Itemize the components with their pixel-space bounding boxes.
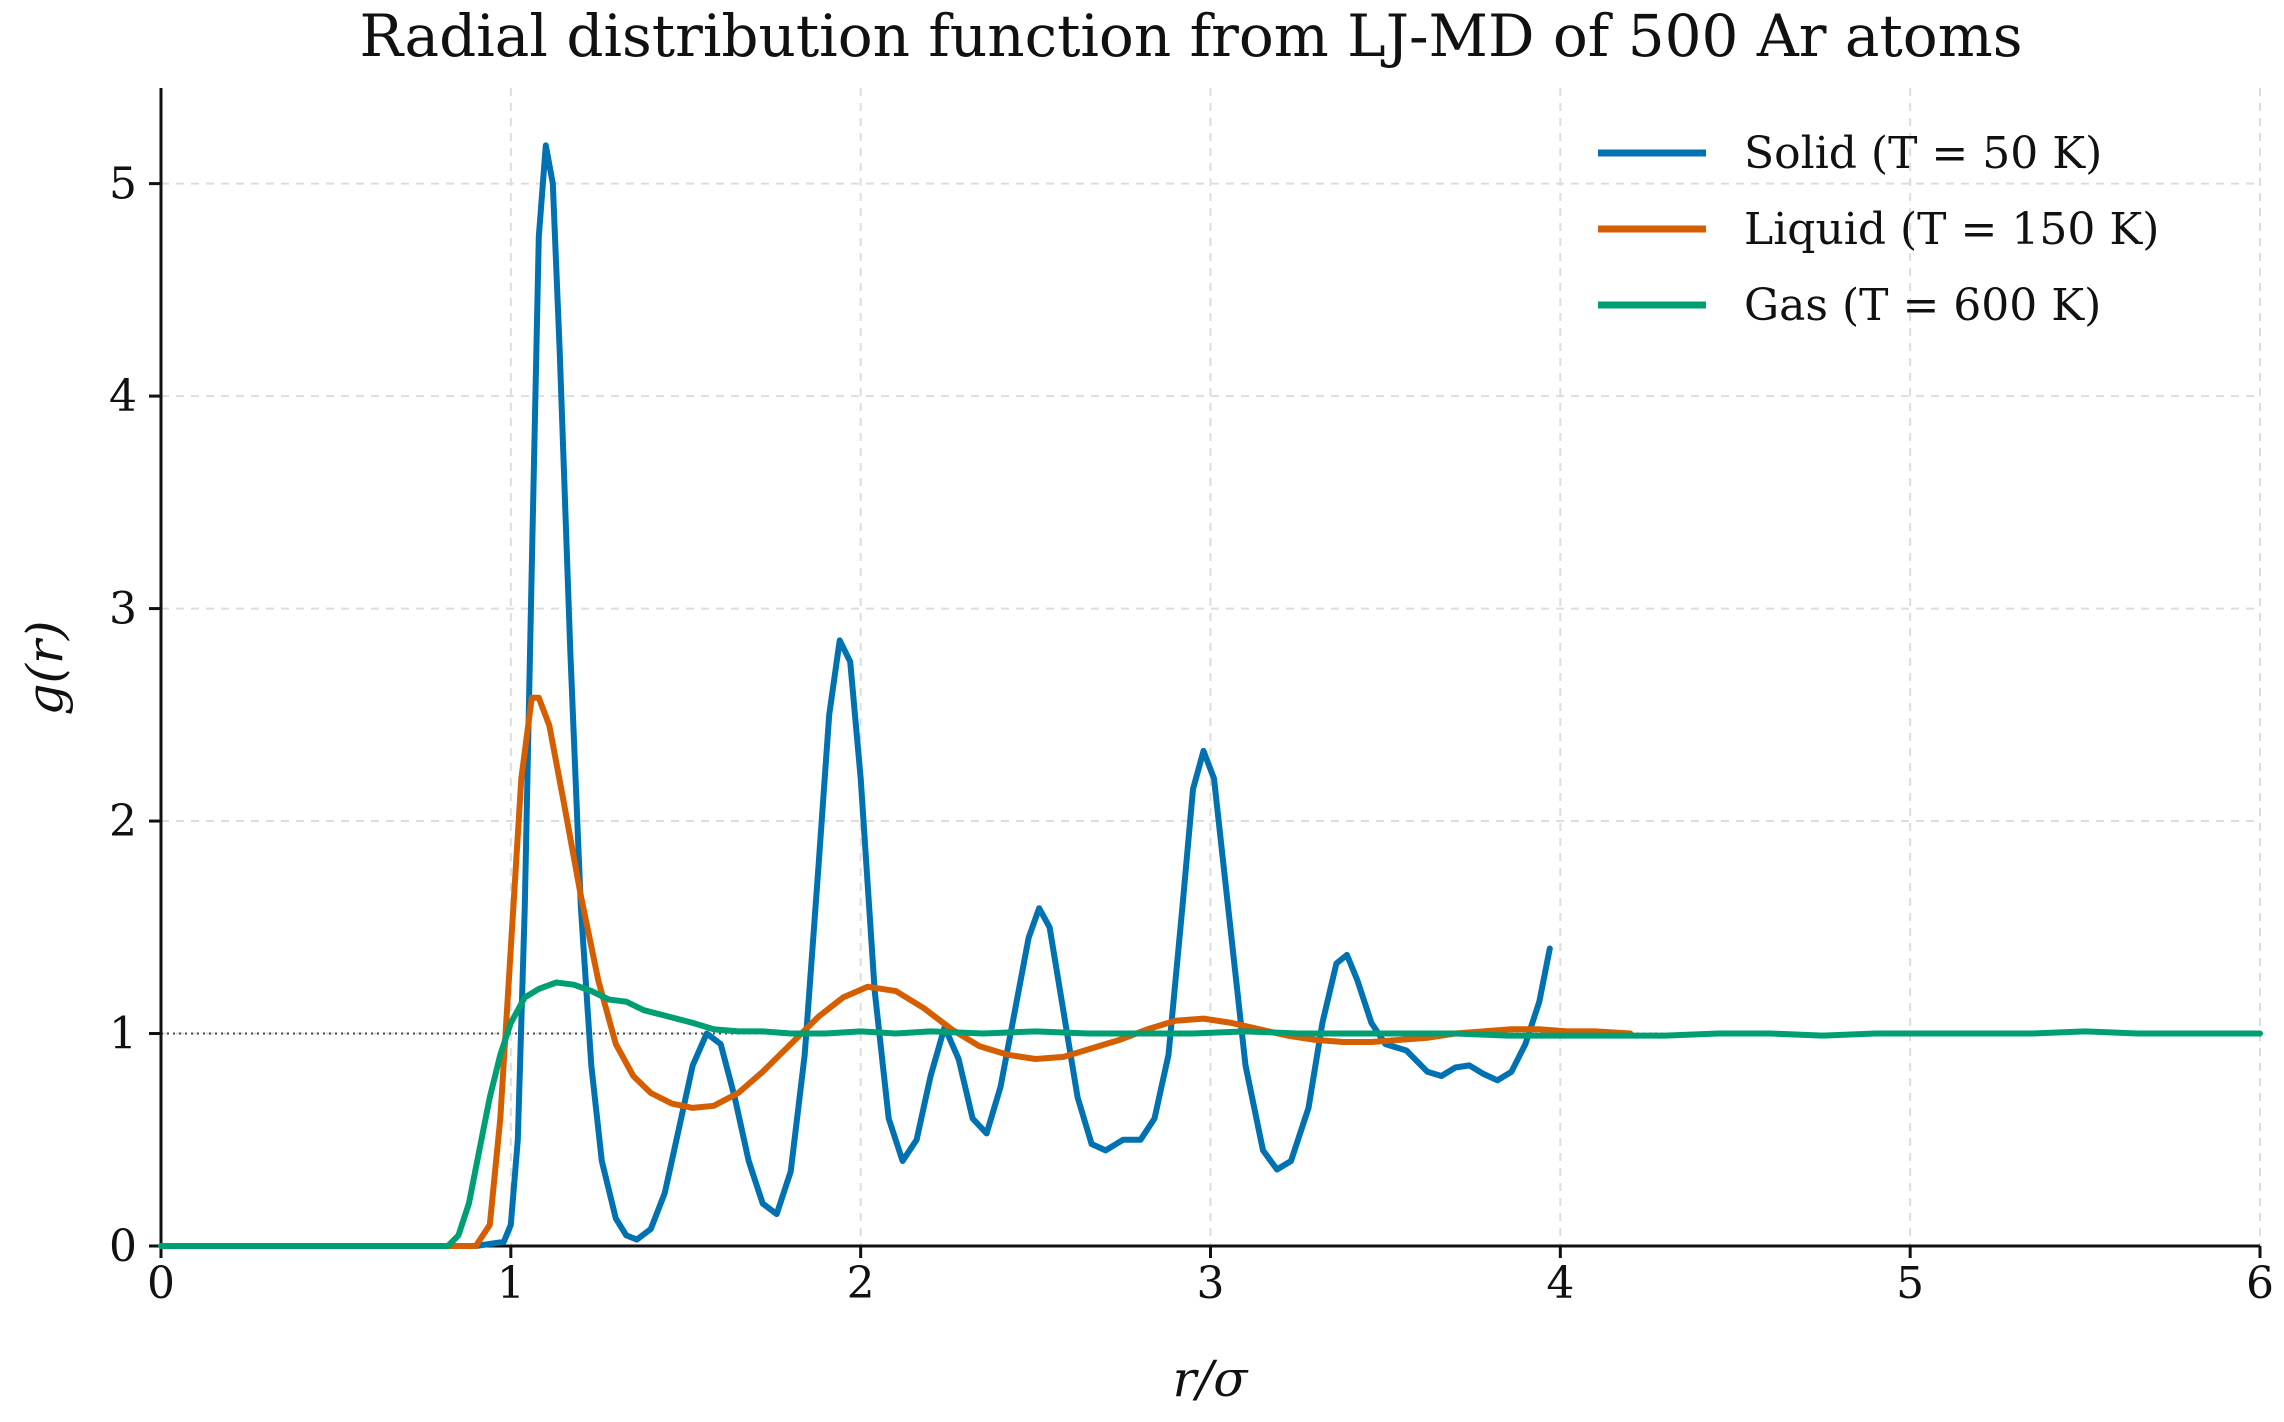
x-tick-label: 2 [847,1258,875,1309]
x-tick-label: 0 [147,1258,175,1309]
x-tick-label: 4 [1546,1258,1574,1309]
x-axis-label: r/σ [1173,1350,1250,1408]
x-tick-label: 5 [1896,1258,1924,1309]
x-tick-label: 3 [1197,1258,1225,1309]
x-tick-label: 1 [497,1258,525,1309]
series-line-solid [158,142,1553,1249]
x-ticks: 0 1 2 3 4 5 6 [147,1246,2274,1309]
legend: Solid (T = 50 K) Liquid (T = 150 K) Gas (T… [1598,128,2159,331]
y-tick-label: 0 [109,1221,137,1272]
x-tick-label: 6 [2246,1258,2274,1309]
y-tick-label: 4 [109,371,137,422]
legend-label-gas: Gas (T = 600 K) [1744,280,2101,331]
y-axis-label: g(r) [16,621,74,716]
series-line-liquid [158,694,1634,1249]
legend-label-solid: Solid (T = 50 K) [1744,128,2102,179]
y-tick-label: 2 [109,796,137,847]
legend-label-liquid: Liquid (T = 150 K) [1744,204,2159,255]
series-lines [158,142,2263,1249]
y-ticks: 0 1 2 3 4 5 [109,159,161,1272]
series-line-gas [158,979,2263,1249]
y-tick-label: 1 [109,1009,137,1060]
chart-title: Radial distribution function from LJ-MD … [360,2,2023,70]
y-tick-label: 3 [109,584,137,635]
y-tick-label: 5 [109,159,137,210]
